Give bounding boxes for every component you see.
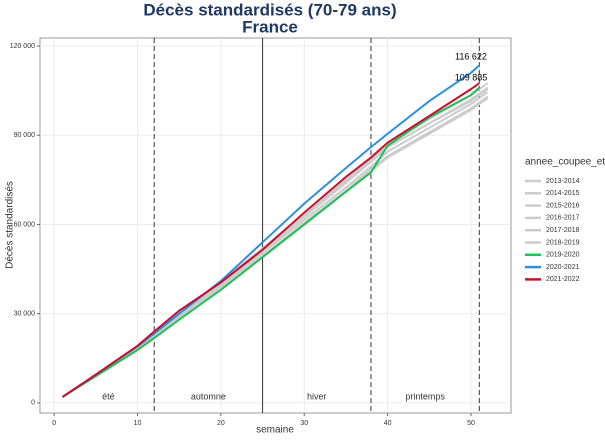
season-label: automne	[191, 391, 226, 401]
legend-title: annee_coupee_ete	[525, 157, 605, 168]
chart-subtitle: France	[242, 17, 298, 36]
legend-label: 2018-2019	[546, 239, 580, 246]
legend-label: 2021-2022	[546, 276, 580, 283]
x-tick-label: 10	[134, 420, 142, 427]
y-tick-label: 120 000	[10, 43, 35, 50]
legend-label: 2017-2018	[546, 227, 580, 234]
season-label: été	[102, 391, 115, 401]
x-tick-label: 0	[52, 420, 56, 427]
y-tick-label: 0	[31, 400, 35, 407]
y-tick-label: 30 000	[14, 311, 36, 318]
series-line	[61, 82, 480, 398]
legend-label: 2016-2017	[546, 215, 580, 222]
legend-label: 2013-2014	[546, 178, 580, 185]
x-tick-label: 30	[300, 420, 308, 427]
y-tick-label: 90 000	[14, 132, 36, 139]
annotation: 109 885	[455, 72, 488, 82]
legend-label: 2015-2016	[546, 202, 580, 209]
plot-area	[39, 37, 512, 414]
x-tick-label: 50	[467, 420, 475, 427]
series-line	[61, 86, 480, 398]
chart-title: Décès standardisés (70-79 ans)	[143, 0, 396, 19]
season-label: hiver	[307, 391, 327, 401]
y-axis-label: Décès standardisés	[5, 181, 16, 269]
legend-label: 2014-2015	[546, 190, 580, 197]
annotation: 116 622	[455, 51, 487, 61]
x-axis-label: semaine	[256, 425, 294, 436]
x-tick-label: 40	[384, 420, 392, 427]
season-label: printemps	[405, 391, 445, 401]
y-tick-label: 60 000	[14, 221, 36, 228]
legend-label: 2020-2021	[546, 264, 580, 271]
legend-label: 2019-2020	[546, 252, 580, 259]
x-tick-label: 20	[217, 420, 225, 427]
